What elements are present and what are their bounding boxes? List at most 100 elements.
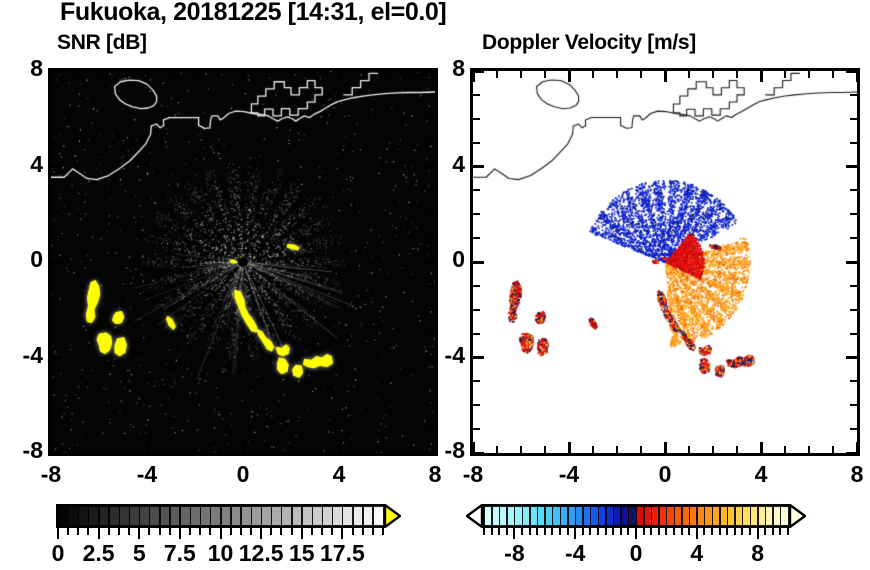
ytick-right-doppler-6 (850, 118, 857, 120)
colorbar-segment (129, 506, 140, 526)
colorbar-tick (128, 528, 130, 535)
colorbar-segment (119, 506, 130, 526)
colorbar-segment (322, 506, 333, 526)
colorbar-segment (210, 506, 221, 526)
ytick-snr--2 (51, 309, 58, 311)
colorbar-segment (342, 506, 353, 526)
colorbar-segment (180, 506, 191, 526)
xtick-top-doppler--5 (544, 71, 546, 78)
xtick-top-snr-6 (386, 71, 388, 78)
ytick-snr-7 (51, 94, 58, 96)
ytick-right-snr-5 (428, 142, 435, 144)
ytick-snr--4 (51, 356, 62, 359)
colorbar-snr (56, 504, 401, 528)
xtick-top-snr-0 (242, 71, 245, 82)
colorbar-tick (551, 528, 553, 535)
colorbar-segment (271, 506, 282, 526)
colorbar-tick (220, 528, 222, 539)
colorbar-tick (688, 528, 690, 535)
ytick-right-snr--7 (428, 428, 435, 430)
colorbar-tick (352, 528, 354, 535)
ytick-snr-5 (51, 142, 58, 144)
colorbar-tick (658, 528, 660, 535)
xtick-top-snr--8 (50, 71, 53, 82)
colorbar-tick (209, 528, 211, 535)
xtick-top-doppler-0 (664, 71, 667, 82)
xtick-snr--8 (50, 442, 53, 453)
colorbar-tick (582, 528, 584, 535)
xtick-top-snr-2 (290, 71, 292, 78)
ytick-right-snr-1 (428, 237, 435, 239)
ytick-snr-6 (51, 118, 58, 120)
ytick-right-snr--3 (428, 333, 435, 335)
xtick-top-doppler--6 (520, 71, 522, 78)
colorbar-tick (250, 528, 252, 535)
ytick-right-doppler-1 (850, 237, 857, 239)
colorbar-segment (363, 506, 374, 526)
colorbar-tick (491, 528, 493, 535)
xtick-top-doppler--8 (472, 71, 475, 82)
colorbar-under-arrow (466, 504, 484, 528)
xtick-snr--1 (218, 446, 220, 453)
ytick-right-snr-7 (428, 94, 435, 96)
xtick-top-snr--3 (170, 71, 172, 78)
colorbar-tick (260, 528, 262, 539)
ylabel-doppler-0: 8 (421, 55, 465, 82)
xlabel-snr-0: -8 (19, 461, 83, 488)
xtick-snr-7 (410, 446, 412, 453)
colorbar-tick (98, 528, 100, 539)
xlabel-doppler-1: -4 (537, 461, 601, 488)
ytick-doppler-4 (473, 165, 484, 168)
ytick-right-doppler--1 (850, 285, 857, 287)
colorbar-segment (251, 506, 262, 526)
colorbar-tick (506, 528, 508, 535)
xtick-doppler-8 (856, 442, 859, 453)
xtick-top-doppler-3 (736, 71, 738, 78)
colorbar-tick (544, 528, 546, 535)
colorbar-tick (529, 528, 531, 535)
colorbar-segment (780, 506, 788, 526)
xtick-doppler--4 (568, 442, 571, 453)
colorbar-segment (281, 506, 292, 526)
colorbar-tick (513, 528, 515, 539)
ytick-doppler--1 (473, 285, 480, 287)
ytick-snr--1 (51, 285, 58, 287)
xtick-top-snr--5 (122, 71, 124, 78)
colorbar-segment (99, 506, 110, 526)
colorbar-tick (179, 528, 181, 539)
ytick-right-doppler--4 (846, 356, 857, 359)
xtick-doppler--3 (592, 446, 594, 453)
colorbar-doppler-gradient (482, 504, 790, 528)
xtick-top-snr-4 (338, 71, 341, 82)
ytick-right-snr--6 (428, 404, 435, 406)
ytick-doppler-5 (473, 142, 480, 144)
ytick-snr-3 (51, 189, 58, 191)
ytick-doppler-2 (473, 213, 480, 215)
xtick-doppler-4 (760, 442, 763, 453)
colorbar-tick (382, 528, 384, 535)
colorbar-tick (118, 528, 120, 535)
xtick-top-snr-1 (266, 71, 268, 78)
xtick-snr--2 (194, 446, 196, 453)
ytick-doppler-3 (473, 189, 480, 191)
colorbar-over-arrow (790, 504, 808, 528)
xtick-snr-0 (242, 442, 245, 453)
xtick-doppler-1 (688, 446, 690, 453)
panel-subtitle-snr: SNR [dB] (57, 31, 147, 55)
ytick-doppler--2 (473, 309, 480, 311)
figure-root: Fukuoka, 20181225 [14:31, el=0.0] SNR [d… (0, 0, 870, 570)
xtick-snr--5 (122, 446, 124, 453)
xtick-doppler--2 (616, 446, 618, 453)
colorbar-tick (199, 528, 201, 535)
xtick-top-snr--4 (146, 71, 149, 82)
colorbar-tick (703, 528, 705, 535)
ytick-right-snr-6 (428, 118, 435, 120)
colorbar-tick (240, 528, 242, 535)
xtick-top-doppler-8 (856, 71, 859, 82)
xtick-doppler--7 (496, 446, 498, 453)
colorbar-tick (734, 528, 736, 535)
colorbar-doppler (466, 504, 806, 528)
xtick-snr--3 (170, 446, 172, 453)
xtick-snr--7 (74, 446, 76, 453)
ytick-right-doppler--6 (850, 404, 857, 406)
